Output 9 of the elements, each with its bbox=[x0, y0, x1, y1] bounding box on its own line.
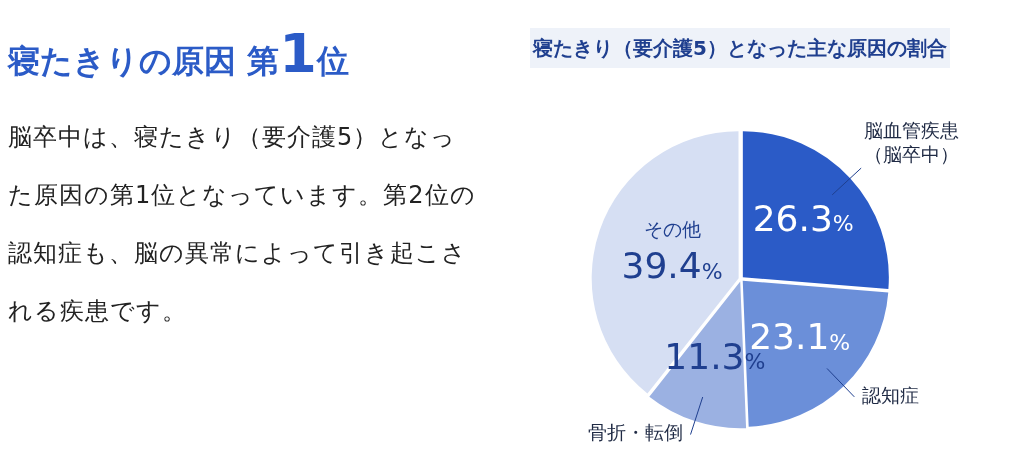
data-label: 39.4% bbox=[621, 245, 723, 287]
data-label: 26.3% bbox=[752, 197, 854, 239]
chart-title: 寝たきり（要介護5）となった主な原因の割合 bbox=[530, 28, 950, 68]
slice-label: 認知症 bbox=[862, 383, 920, 406]
slice-label: 骨折・転倒 bbox=[587, 421, 683, 444]
text: 脳卒中は、寝たきり（要介護5）となった原因の第1位となっています。第2位の認知症も、脳の異常によって引き起こされる疾患です。 bbox=[8, 123, 476, 325]
slice-label: その他 bbox=[643, 217, 701, 240]
text: 寝たきりの原因 第1位 bbox=[8, 22, 349, 85]
slice-label: 脳血管疾患（脳卒中） bbox=[863, 119, 959, 166]
